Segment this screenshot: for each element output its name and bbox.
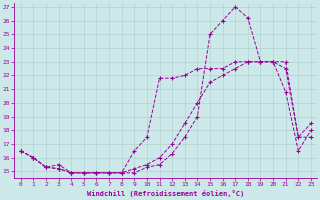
X-axis label: Windchill (Refroidissement éolien,°C): Windchill (Refroidissement éolien,°C) [87,190,244,197]
